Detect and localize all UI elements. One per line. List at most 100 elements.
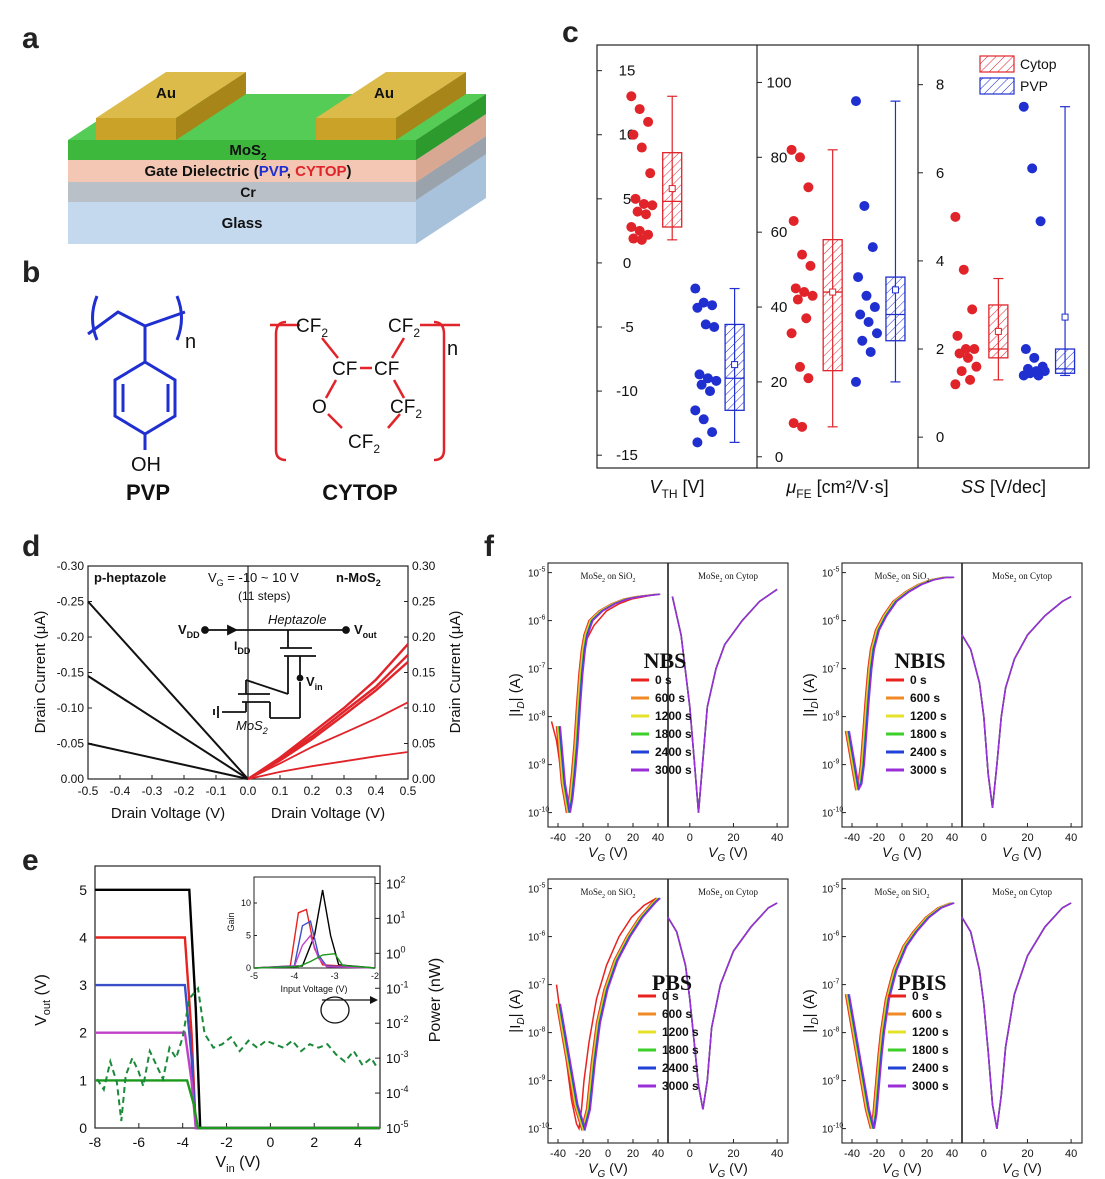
c-xlabel: μFE [cm²/V·s] [785, 477, 888, 501]
f-left-xtick-label: 0 [605, 832, 611, 844]
cytop-bond-6 [387, 413, 401, 429]
d-left-ytick-label: 0.00 [61, 772, 85, 786]
e-ytick-label: 3 [79, 977, 87, 993]
d-mos2-label: MoS2 [236, 718, 268, 736]
e-xtick-label: -8 [89, 1134, 102, 1150]
f-legend-label: 600 s [655, 691, 685, 705]
d-idd-label: IDD [234, 639, 251, 656]
c-point-pvp [692, 302, 703, 313]
d-right-ylabel: Drain Current (μA) [447, 611, 464, 734]
f-right-subtitle: MoSe2 on Cytop [992, 887, 1053, 900]
f-left-xtick-label: -20 [869, 1148, 885, 1160]
c-ytick-label: 6 [936, 165, 944, 182]
f-legend-label: 2400 s [655, 745, 692, 759]
c-box-cytop [822, 239, 843, 372]
e-inset-xtick-label: -3 [331, 971, 339, 981]
f-ytick-label: 10-9 [528, 759, 545, 772]
c-point-pvp [1020, 344, 1031, 355]
d-left-xtick-label: -0.1 [206, 784, 227, 798]
e-xlabel: Vin (V) [215, 1154, 260, 1175]
f-right-curve [961, 595, 1072, 808]
c-point-pvp [867, 242, 878, 253]
cr-front [68, 182, 416, 202]
e-ylabel: Vout (V) [33, 974, 53, 1026]
c-mean-marker [994, 327, 1002, 335]
e-inset-ytick-label: 0 [246, 963, 251, 973]
c-point-pvp [707, 300, 718, 311]
c-point-pvp [1029, 352, 1040, 363]
c-ytick-label: -5 [620, 319, 633, 336]
d-right-xtick-label: 0.1 [272, 784, 289, 798]
panel-label-a: a [22, 22, 39, 55]
f-ylabel: |ID| (A) [507, 673, 527, 716]
c-point-pvp [692, 437, 703, 448]
c-point-pvp [861, 290, 872, 301]
e-xtick-label: -4 [176, 1134, 189, 1150]
d-left-xtick-label: -0.5 [78, 784, 99, 798]
d-right-ytick-label: 0.20 [412, 630, 436, 644]
c-box-pvp [1054, 348, 1076, 374]
f-ytick-label: 10-8 [822, 1027, 839, 1040]
cytop-bracket-right [433, 320, 446, 462]
cytop-bond-4 [392, 379, 406, 399]
e-inset-xlabel: Input Voltage (V) [280, 984, 347, 994]
c-point-cytop [950, 211, 961, 222]
f-xlabel: VG (V) [1002, 844, 1042, 864]
f-ytick-label: 10-7 [822, 979, 839, 992]
panel-f: f 10-510-610-710-810-910-10-40 -20 0 20 40 0 2… [484, 530, 1083, 1179]
d-right-title: n-MoS2 [336, 570, 381, 588]
panel-label-b: b [22, 256, 40, 289]
f-right-xtick-label: 20 [727, 832, 739, 844]
c-point-cytop [952, 330, 963, 341]
f-left-curve [559, 897, 661, 1132]
c-point-pvp [702, 373, 713, 384]
f-left-subtitle: MoSe2 on SiO2 [580, 571, 635, 584]
d-right-ytick-label: 0.30 [412, 559, 436, 573]
d-left-ylabel: Drain Current (μA) [32, 611, 49, 734]
d-right-curve [247, 661, 409, 781]
f-right-curve [671, 588, 778, 813]
cytop-atoms: CF2 CF2 CF CF O CF2 CF2 [296, 316, 422, 456]
f-right-curve [671, 588, 778, 813]
f-ytick-label: 10-6 [822, 615, 839, 628]
c-point-cytop [645, 168, 656, 179]
e-xtick-label: 2 [310, 1134, 318, 1150]
d-vdd-label: VDD [178, 622, 200, 640]
f-legend-label: 3000 s [910, 763, 947, 777]
f-left-xtick-label: 0 [899, 1148, 905, 1160]
panel-label-e: e [22, 844, 39, 877]
c-legend-swatch-cytop [979, 55, 1015, 73]
d-right-xtick-label: 0.2 [304, 784, 321, 798]
f-ytick-label: 10-10 [822, 807, 843, 820]
c-point-cytop [965, 374, 976, 385]
d-vout-label: Vout [354, 622, 377, 640]
cytop-bond-1 [321, 337, 339, 359]
f-left-xtick-label: -20 [575, 832, 591, 844]
d-left-curve [87, 675, 249, 780]
f-right-curve [961, 595, 1072, 808]
c-point-cytop [797, 421, 808, 432]
f-ytick-label: 10-8 [528, 1027, 545, 1040]
c-point-pvp [1027, 163, 1038, 174]
pvp-name: PVP [126, 480, 170, 505]
d-right-curve [247, 701, 409, 780]
d-heptazole-label: Heptazole [268, 612, 327, 627]
e-right-ytick-label: 102 [386, 874, 405, 891]
c-frame [596, 44, 1090, 469]
c-point-pvp [850, 376, 861, 387]
c-box-pvp [885, 276, 906, 342]
f-legend-label: 2400 s [912, 1061, 949, 1075]
c-ytick-label: 15 [619, 63, 636, 80]
f-left-xtick-label: 0 [605, 1148, 611, 1160]
c-point-cytop [636, 142, 647, 153]
e-inset-xtick-label: -5 [250, 971, 258, 981]
f-legend-label: 3000 s [912, 1079, 949, 1093]
f-right-curve [671, 588, 778, 813]
e-ytick-label: 4 [79, 929, 87, 945]
f-left-xtick-label: 0 [899, 832, 905, 844]
dielectric-side [416, 114, 486, 182]
cytop-cf2-right: CF2 [390, 397, 422, 421]
e-vout-curve [95, 983, 380, 1130]
panel-a: a Au Au MoS2 Gate Dielectric (PVP, CYTOP… [22, 22, 487, 244]
